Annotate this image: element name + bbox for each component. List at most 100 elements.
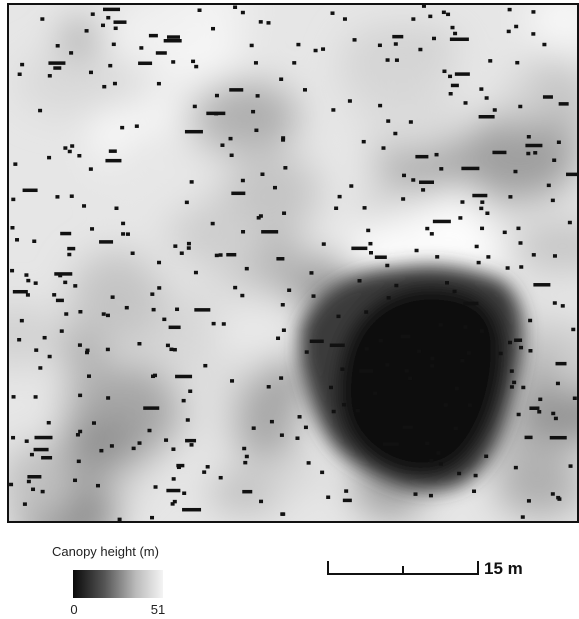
pixel bbox=[356, 409, 360, 413]
pixel bbox=[169, 348, 173, 352]
pixel bbox=[442, 70, 446, 74]
pixel bbox=[464, 101, 468, 105]
pixel bbox=[386, 119, 390, 123]
pixel bbox=[182, 508, 201, 512]
pixel bbox=[11, 436, 15, 440]
pixel bbox=[358, 279, 362, 283]
pixel bbox=[312, 294, 316, 298]
pixel bbox=[457, 472, 461, 476]
pixel bbox=[383, 442, 399, 446]
pixel bbox=[433, 220, 451, 224]
pixel bbox=[164, 39, 182, 43]
pixel bbox=[281, 303, 285, 307]
pixel bbox=[510, 369, 514, 373]
pixel bbox=[70, 194, 74, 198]
pixel bbox=[448, 75, 452, 79]
pixel bbox=[492, 151, 506, 155]
pixel bbox=[569, 464, 573, 468]
pixel bbox=[365, 347, 369, 351]
pixel bbox=[250, 44, 254, 48]
pixel bbox=[25, 439, 29, 443]
pixel bbox=[73, 284, 77, 288]
pixel bbox=[76, 433, 80, 437]
legend-title: Canopy height (m) bbox=[52, 544, 159, 559]
pixel bbox=[455, 387, 459, 391]
pixel bbox=[472, 194, 487, 198]
pixel bbox=[91, 12, 95, 16]
pixel bbox=[451, 26, 455, 30]
pixel bbox=[439, 167, 443, 171]
pixel bbox=[111, 295, 115, 299]
height-blob bbox=[107, 126, 216, 216]
pixel bbox=[241, 230, 245, 234]
pixel bbox=[101, 24, 105, 28]
pixel bbox=[445, 281, 449, 285]
pixel bbox=[121, 232, 125, 236]
pixel bbox=[64, 312, 68, 316]
pixel bbox=[538, 398, 542, 402]
pixel bbox=[553, 301, 557, 305]
pixel bbox=[90, 227, 94, 231]
pixel bbox=[568, 221, 572, 225]
pixel bbox=[229, 88, 243, 92]
pixel bbox=[281, 138, 285, 142]
pixel bbox=[58, 274, 62, 278]
pixel bbox=[529, 406, 539, 410]
pixel bbox=[405, 369, 409, 373]
pixel bbox=[102, 85, 106, 89]
pixel bbox=[34, 395, 38, 399]
pixel bbox=[463, 302, 478, 306]
pixel bbox=[450, 38, 469, 42]
pixel bbox=[421, 188, 425, 192]
pixel bbox=[56, 299, 64, 303]
pixel bbox=[343, 499, 352, 503]
pixel bbox=[156, 51, 167, 55]
pixel bbox=[106, 314, 110, 318]
pixel bbox=[321, 47, 325, 51]
pixel bbox=[240, 294, 244, 298]
pixel bbox=[10, 226, 14, 230]
pixel bbox=[439, 323, 443, 327]
pixel bbox=[34, 448, 49, 452]
pixel bbox=[363, 206, 367, 210]
pixel bbox=[175, 308, 179, 312]
pixel bbox=[298, 415, 302, 419]
pixel bbox=[162, 318, 166, 322]
pixel bbox=[480, 329, 484, 333]
pixel bbox=[449, 92, 453, 96]
pixel bbox=[552, 158, 556, 162]
pixel bbox=[153, 374, 157, 378]
pixel bbox=[378, 44, 382, 48]
pixel bbox=[428, 15, 432, 19]
pixel bbox=[283, 166, 287, 170]
pixel bbox=[260, 172, 264, 176]
pixel bbox=[85, 29, 89, 32]
pixel bbox=[488, 59, 492, 63]
pixel bbox=[48, 355, 52, 359]
pixel bbox=[499, 352, 503, 356]
pixel bbox=[10, 269, 14, 273]
pixel bbox=[92, 421, 96, 425]
pixel bbox=[385, 264, 389, 268]
pixel bbox=[18, 73, 22, 77]
pixel bbox=[135, 124, 139, 128]
pixel bbox=[47, 421, 51, 425]
pixel bbox=[460, 359, 464, 363]
pixel bbox=[171, 502, 175, 506]
pixel bbox=[241, 179, 245, 183]
pixel bbox=[305, 350, 309, 354]
pixel bbox=[550, 436, 567, 440]
pixel bbox=[38, 366, 42, 370]
pixel bbox=[211, 222, 215, 226]
legend-min: 0 bbox=[70, 602, 77, 617]
pixel bbox=[78, 343, 82, 347]
pixel bbox=[220, 143, 224, 147]
pixel bbox=[194, 271, 198, 275]
pixel bbox=[455, 72, 470, 76]
height-blob bbox=[70, 251, 164, 347]
pixel bbox=[56, 44, 60, 48]
pixel bbox=[138, 441, 142, 445]
pixel bbox=[259, 214, 263, 218]
pixel bbox=[259, 20, 263, 24]
pixel bbox=[415, 155, 428, 159]
